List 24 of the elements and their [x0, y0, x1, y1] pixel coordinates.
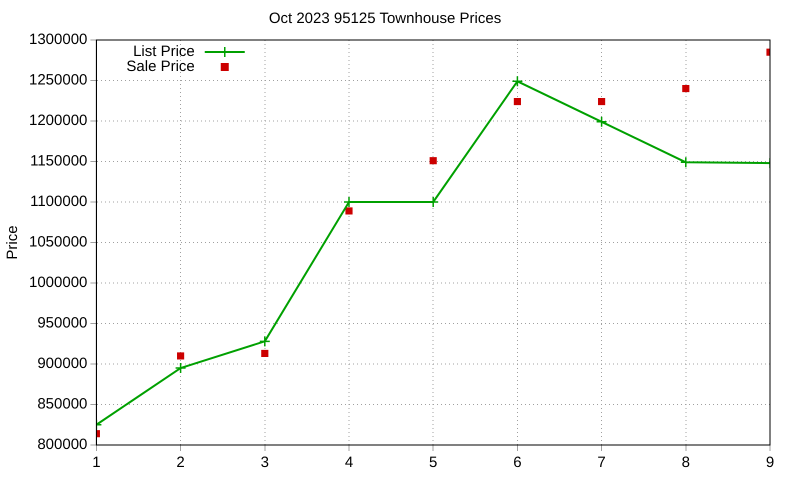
- y-tick-label: 1300000: [28, 31, 88, 48]
- x-tick-label: 2: [176, 454, 185, 472]
- y-tick-label: 800000: [37, 436, 88, 454]
- y-tick-label: 850000: [37, 396, 88, 413]
- x-tick-label: 3: [260, 454, 269, 472]
- y-tick-label: 950000: [37, 314, 88, 332]
- y-tick-label: 1100000: [30, 193, 88, 210]
- x-tick-label: 8: [682, 454, 690, 472]
- y-tick-label: 1000000: [28, 274, 88, 292]
- x-tick-label: 6: [513, 454, 522, 472]
- x-tick-label: 7: [597, 454, 606, 472]
- y-tick-label: 1050000: [28, 234, 88, 251]
- x-tick-label: 1: [92, 454, 101, 472]
- y-axis-title: Price: [4, 225, 22, 260]
- y-tick-label: 900000: [37, 355, 88, 372]
- x-tick-label: 9: [766, 454, 774, 472]
- chart-title: Oct 2023 95125 Townhouse Prices: [268, 10, 502, 28]
- y-tick-label: 1200000: [28, 112, 88, 130]
- legend-label: List Price: [133, 43, 195, 60]
- y-tick-label: 1150000: [30, 152, 88, 170]
- x-tick-label: 4: [344, 454, 354, 472]
- x-tick-label: 5: [429, 454, 438, 472]
- y-tick-label: 1250000: [28, 72, 88, 89]
- legend-label: Sale Price: [126, 58, 195, 76]
